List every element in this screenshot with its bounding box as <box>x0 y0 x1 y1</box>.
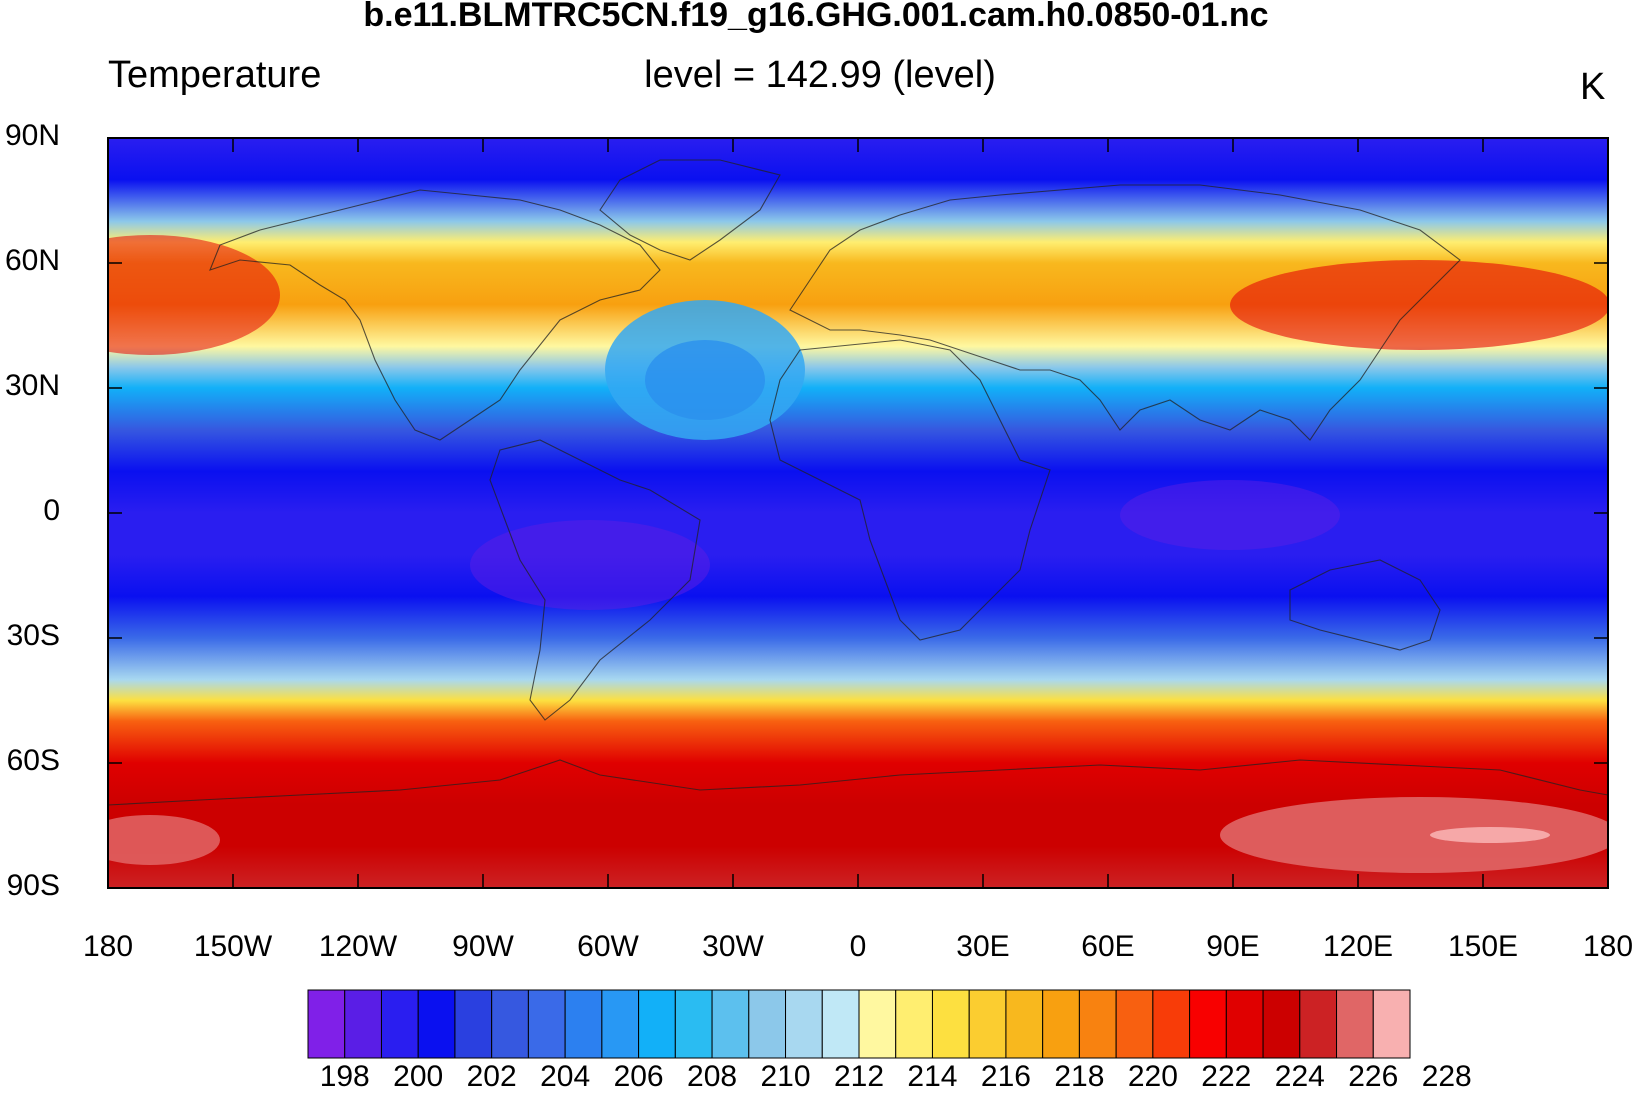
warm-core-antarctic <box>1430 827 1550 843</box>
variable-name: Temperature <box>108 54 322 96</box>
lon-label: 60W <box>577 930 639 963</box>
coast-africa <box>769 339 1051 641</box>
lon-label: 60E <box>1081 930 1135 963</box>
colorbar-box <box>1372 989 1411 1059</box>
lat-label: 90N <box>4 119 60 152</box>
lat-label: 30N <box>4 369 60 402</box>
colorbar-box <box>748 989 787 1059</box>
level-text: level = 142.99 (level) <box>644 54 996 96</box>
coast-eurasia <box>789 184 1461 441</box>
colorbar-box <box>968 989 1007 1059</box>
colorbar-box <box>1152 989 1191 1059</box>
colorbar-box <box>491 989 529 1059</box>
lon-label: 30E <box>956 930 1010 963</box>
colorbar-box <box>674 989 713 1059</box>
coast-australia <box>1289 559 1441 651</box>
colorbar-box <box>821 989 860 1059</box>
lon-label: 120W <box>318 930 398 963</box>
cold-core-atlantic <box>645 340 765 420</box>
colorbar-label: 210 <box>760 1060 811 1093</box>
colorbar-box <box>601 989 640 1059</box>
colorbar-box <box>1225 989 1264 1059</box>
colorbar-label: 216 <box>980 1060 1031 1093</box>
lon-label: 0 <box>849 930 867 963</box>
colorbar-box <box>417 989 456 1059</box>
lon-label: 120E <box>1322 930 1394 963</box>
warm-anomaly-antarctic-west <box>108 815 220 865</box>
colorbar-label: 224 <box>1274 1060 1325 1093</box>
temperature-field <box>108 138 1608 888</box>
colorbar-box <box>1336 989 1374 1059</box>
colorbar-box <box>344 989 382 1059</box>
coastlines <box>108 159 1608 806</box>
lat-label: 90S <box>6 869 60 902</box>
map-field <box>108 138 1608 888</box>
cold-anomaly-south-america <box>470 520 710 610</box>
colorbar-box <box>1078 989 1117 1059</box>
lon-label: 30W <box>702 930 764 963</box>
lon-label: 90W <box>452 930 514 963</box>
colorbar-label: 198 <box>319 1060 370 1093</box>
lon-label: 180 <box>1582 930 1632 963</box>
colorbar-box <box>564 989 603 1059</box>
lat-label: 60N <box>4 244 60 277</box>
colorbar-box <box>1299 989 1338 1059</box>
coast-north-america <box>209 189 661 441</box>
colorbar-label: 220 <box>1127 1060 1178 1093</box>
colorbar-box <box>1115 989 1154 1059</box>
lon-label: 150E <box>1447 930 1519 963</box>
lat-label: 0 <box>43 494 60 527</box>
colorbar-box <box>1262 989 1301 1059</box>
colorbar-label: 228 <box>1421 1060 1472 1093</box>
colorbar-box <box>858 989 897 1059</box>
colorbar-label: 226 <box>1348 1060 1399 1093</box>
lon-label: 180 <box>82 930 134 963</box>
colorbar-box <box>638 989 676 1059</box>
tick-marks <box>107 137 1609 889</box>
colorbar-box <box>931 989 970 1059</box>
cold-anomaly-indian-ocean <box>1120 480 1340 550</box>
file-title: b.e11.BLMTRC5CN.f19_g16.GHG.001.cam.h0.0… <box>363 0 1269 34</box>
colorbar-box <box>785 989 823 1059</box>
units-label: K <box>1580 66 1606 108</box>
colorbar-label: 200 <box>393 1060 444 1093</box>
warm-anomaly-east-asia <box>1230 260 1608 350</box>
colorbar-box <box>711 989 750 1059</box>
colorbar-label: 222 <box>1201 1060 1252 1093</box>
warm-anomaly-antarctic <box>1220 797 1608 873</box>
lon-label: 90E <box>1206 930 1260 963</box>
colorbar-box <box>380 989 419 1059</box>
coast-antarctica <box>108 759 1608 806</box>
lat-label: 60S <box>6 744 60 777</box>
coast-greenland <box>599 159 781 261</box>
colorbar-box <box>307 989 346 1059</box>
colorbar-box <box>527 989 566 1059</box>
colorbar-box <box>454 989 493 1059</box>
colorbar-box <box>1189 989 1227 1059</box>
colorbar-box <box>895 989 933 1059</box>
colorbar-label: 208 <box>687 1060 738 1093</box>
colorbar-label: 206 <box>613 1060 664 1093</box>
colorbar-label: 214 <box>907 1060 958 1093</box>
colorbar <box>307 989 1411 1059</box>
colorbar-box <box>1042 989 1080 1059</box>
lon-label: 150W <box>193 930 273 963</box>
colorbar-box <box>1005 989 1044 1059</box>
colorbar-label: 218 <box>1054 1060 1105 1093</box>
lat-label: 30S <box>6 619 60 652</box>
warm-anomaly-north-pacific <box>108 235 280 355</box>
colorbar-label: 204 <box>540 1060 591 1093</box>
colorbar-label: 212 <box>833 1060 885 1093</box>
colorbar-label: 202 <box>466 1060 517 1093</box>
coast-south-america <box>489 439 701 721</box>
